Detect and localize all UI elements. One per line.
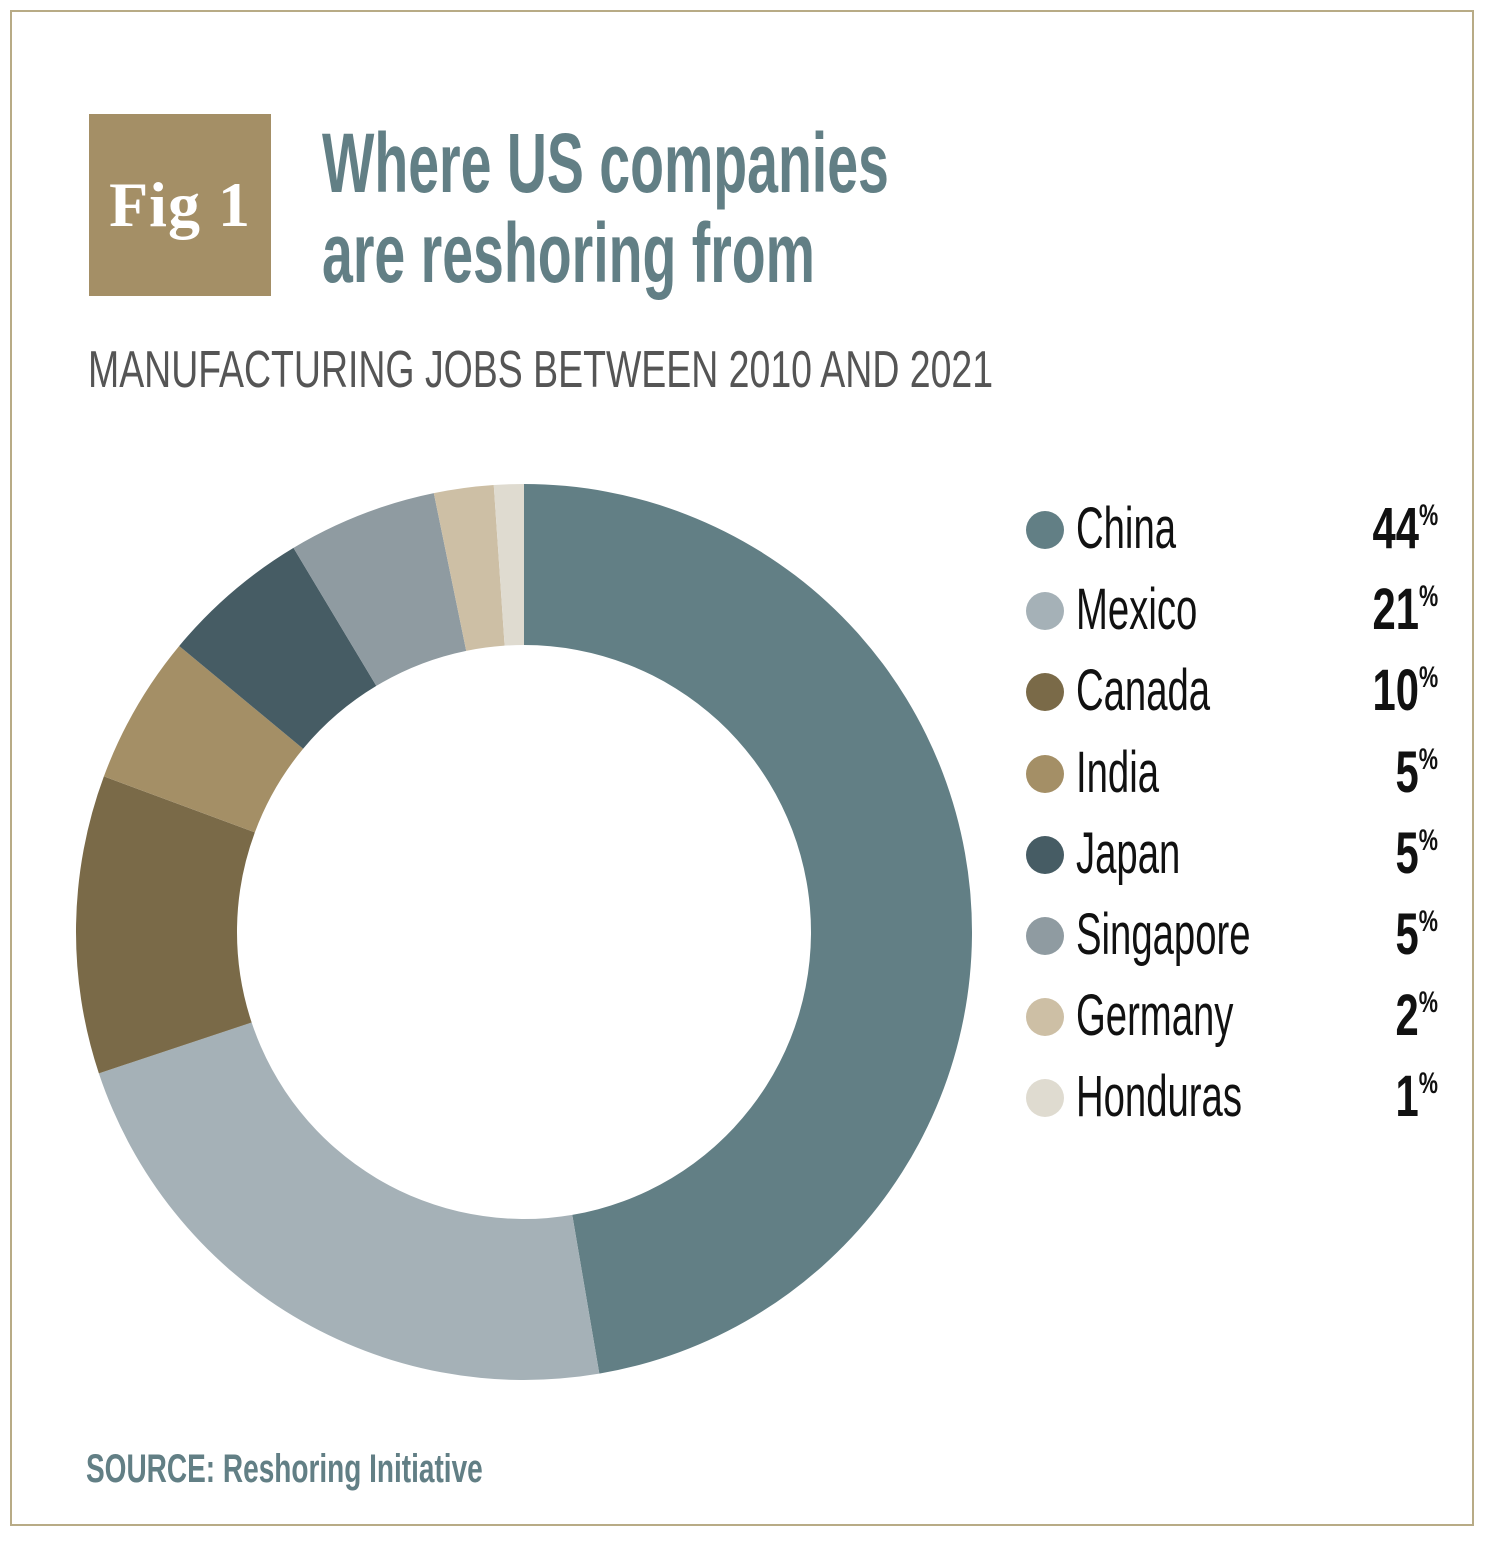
legend-value: 5% [1395, 820, 1438, 886]
chart-title-line: Where US companies [322, 116, 889, 210]
legend-item-germany: Germany 2% [1024, 977, 1438, 1058]
legend-value: 2% [1395, 983, 1438, 1049]
chart-subtitle: MANUFACTURING JOBS BETWEEN 2010 AND 2021 [88, 340, 1345, 400]
legend-label: Honduras [1076, 1064, 1242, 1130]
chart-subtitle-text: MANUFACTURING JOBS BETWEEN 2010 AND 2021 [88, 341, 994, 399]
legend-label: Japan [1076, 820, 1181, 886]
legend-label: Germany [1076, 983, 1234, 1049]
legend-value: 1% [1395, 1064, 1438, 1130]
figure-label: Fig 1 [109, 169, 251, 240]
figure-frame [10, 10, 1474, 1526]
legend-value: 5% [1395, 739, 1438, 805]
legend-label: Canada [1076, 658, 1211, 724]
chart-title: Where US companies are reshoring from [322, 118, 1322, 298]
legend-swatch [1026, 754, 1064, 793]
legend: China 44% Mexico 21% Canada 10% India 5% Japan 5%… [1024, 490, 1438, 1140]
legend-label: China [1076, 496, 1177, 561]
donut-slice-germany [433, 485, 505, 651]
donut-slice-japan [179, 547, 377, 749]
legend-item-canada: Canada 10% [1024, 652, 1438, 733]
legend-label: Mexico [1076, 577, 1198, 643]
legend-label: India [1076, 739, 1160, 805]
legend-swatch [1026, 916, 1064, 955]
legend-item-mexico: Mexico 21% [1024, 571, 1438, 652]
source-note: SOURCE: Reshoring Initiative [86, 1446, 653, 1492]
figure-label-badge: Fig 1 [89, 114, 271, 296]
legend-label: Singapore [1076, 901, 1251, 967]
legend-swatch [1026, 592, 1064, 631]
donut-slice-singapore [293, 493, 467, 686]
legend-swatch [1026, 511, 1064, 549]
legend-swatch [1026, 835, 1064, 874]
chart-title-line: are reshoring from [322, 206, 815, 300]
donut-slice-india [103, 645, 304, 833]
donut-slice-china [524, 484, 973, 1374]
donut-slice-mexico [98, 1022, 600, 1380]
legend-swatch [1026, 1079, 1064, 1118]
legend-item-singapore: Singapore 5% [1024, 896, 1438, 977]
donut-slice-honduras [493, 484, 524, 646]
legend-value: 5% [1395, 901, 1438, 967]
legend-item-japan: Japan 5% [1024, 815, 1438, 896]
legend-item-honduras: Honduras 1% [1024, 1058, 1438, 1139]
chart-title-text: Where US companies are reshoring from [322, 118, 1022, 298]
legend-item-india: India 5% [1024, 734, 1438, 815]
legend-value: 44% [1372, 496, 1438, 561]
source-text: SOURCE: Reshoring Initiative [86, 1447, 483, 1491]
legend-value: 21% [1372, 577, 1438, 643]
donut-slice-canada [76, 776, 255, 1074]
legend-item-china: China 44% [1024, 490, 1438, 571]
legend-value: 10% [1372, 658, 1438, 724]
legend-swatch [1026, 673, 1064, 712]
legend-swatch [1026, 998, 1064, 1037]
